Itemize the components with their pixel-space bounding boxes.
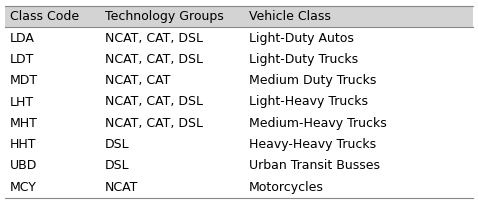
- Text: DSL: DSL: [105, 138, 130, 151]
- Text: NCAT, CAT: NCAT, CAT: [105, 74, 171, 87]
- Text: HHT: HHT: [10, 138, 36, 151]
- Text: Light-Duty Trucks: Light-Duty Trucks: [249, 53, 358, 66]
- Text: Technology Groups: Technology Groups: [105, 10, 224, 23]
- Text: LDA: LDA: [10, 32, 34, 45]
- Text: NCAT, CAT, DSL: NCAT, CAT, DSL: [105, 32, 203, 45]
- Text: Heavy-Heavy Trucks: Heavy-Heavy Trucks: [249, 138, 376, 151]
- Text: NCAT: NCAT: [105, 181, 139, 194]
- Text: Medium Duty Trucks: Medium Duty Trucks: [249, 74, 376, 87]
- Text: Class Code: Class Code: [10, 10, 79, 23]
- Text: DSL: DSL: [105, 159, 130, 172]
- Text: NCAT, CAT, DSL: NCAT, CAT, DSL: [105, 53, 203, 66]
- Bar: [5, 6, 473, 27]
- Text: NCAT, CAT, DSL: NCAT, CAT, DSL: [105, 95, 203, 109]
- Text: LDT: LDT: [10, 53, 34, 66]
- Text: MDT: MDT: [10, 74, 38, 87]
- Text: Vehicle Class: Vehicle Class: [249, 10, 330, 23]
- Text: UBD: UBD: [10, 159, 37, 172]
- Text: NCAT, CAT, DSL: NCAT, CAT, DSL: [105, 117, 203, 130]
- Text: Motorcycles: Motorcycles: [249, 181, 324, 194]
- Text: Light-Duty Autos: Light-Duty Autos: [249, 32, 353, 45]
- Text: MCY: MCY: [10, 181, 36, 194]
- Text: Light-Heavy Trucks: Light-Heavy Trucks: [249, 95, 368, 109]
- Text: Medium-Heavy Trucks: Medium-Heavy Trucks: [249, 117, 386, 130]
- Text: MHT: MHT: [10, 117, 37, 130]
- Text: LHT: LHT: [10, 95, 33, 109]
- Text: Urban Transit Busses: Urban Transit Busses: [249, 159, 380, 172]
